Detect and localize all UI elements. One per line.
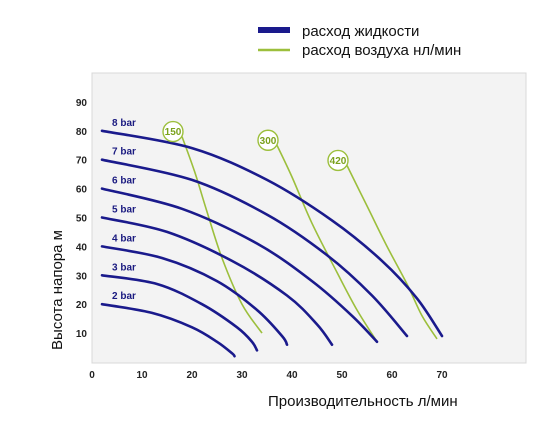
air-flow-curves [181,136,438,343]
legend: расход жидкости расход воздуха нл/мин [258,23,461,59]
legend-liquid-label: расход жидкости [302,23,419,40]
pressure-label-4-bar: 4 bar [112,233,136,244]
legend-liquid-swatch [258,27,290,33]
pressure-label-3-bar: 3 bar [112,262,136,273]
x-tick-label: 20 [186,370,198,381]
y-tick-label: 30 [76,271,88,282]
pressure-curve-3-bar [100,274,259,352]
pressure-curve-2-bar [100,302,236,358]
legend-air-label: расход воздуха нл/мин [302,42,461,59]
air-label-420: 420 [330,156,347,167]
y-tick-label: 70 [76,156,88,167]
pressure-curve-8-bar [100,129,444,338]
y-tick-label: 20 [76,300,88,311]
air-label-circle [327,149,349,172]
pressure-curve-5-bar [100,216,334,346]
x-axis-ticks: 0 10 20 30 40 50 60 70 [89,370,448,381]
y-tick-label: 50 [76,214,88,225]
air-label-150: 150 [165,127,182,138]
air-label-300: 300 [260,136,277,147]
pressure-curves: 8 bar 7 bar 6 bar 5 bar 4 bar 3 bar 2 bar [100,118,444,358]
y-tick-label: 60 [76,185,88,196]
air-curve-420 [346,165,438,340]
pressure-curve-4-bar [100,245,289,346]
x-tick-label: 10 [136,370,148,381]
x-tick-label: 40 [286,370,298,381]
pressure-label-2-bar: 2 bar [112,291,136,302]
y-axis-title: Высота напора м [49,230,66,350]
y-tick-label: 80 [76,127,88,138]
x-tick-label: 50 [336,370,348,381]
air-curve-300 [276,144,378,343]
air-flow-labels: 150 300 420 [162,120,349,172]
y-tick-label: 90 [76,98,88,109]
pressure-label-5-bar: 5 bar [112,205,136,216]
pressure-label-8-bar: 8 bar [112,118,136,129]
air-label-circle [162,120,184,143]
pressure-curve-6-bar [100,187,379,344]
y-axis-ticks: 10 20 30 40 50 60 70 80 90 [76,98,88,340]
y-tick-label: 10 [76,329,88,340]
air-label-circle [257,129,279,151]
pressure-label-7-bar: 7 bar [112,147,136,158]
x-tick-label: 60 [386,370,398,381]
air-curve-150 [181,136,263,334]
x-tick-label: 30 [236,370,248,381]
x-tick-label: 0 [89,370,95,381]
y-tick-label: 40 [76,242,88,253]
x-axis-title: Производительность л/мин [268,393,458,410]
x-tick-label: 70 [436,370,448,381]
pressure-curve-7-bar [100,158,409,338]
pressure-label-6-bar: 6 bar [112,176,136,187]
